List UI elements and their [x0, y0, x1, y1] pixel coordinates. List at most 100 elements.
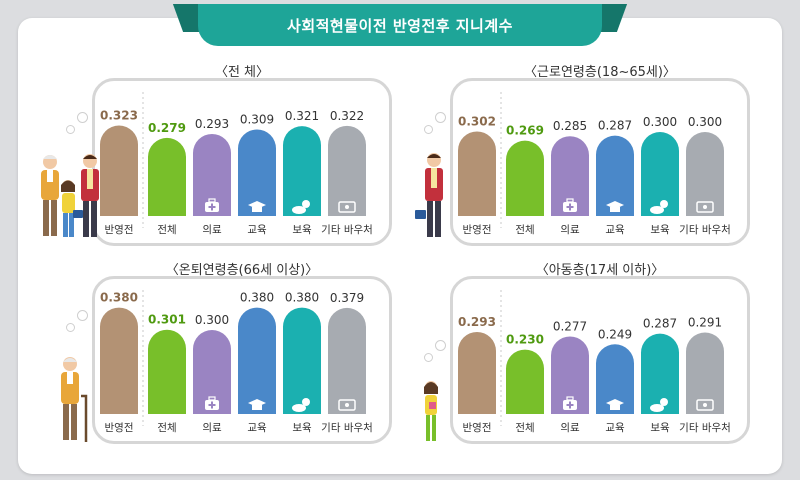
bar-base	[506, 195, 544, 216]
bar	[283, 307, 321, 414]
title-banner: 사회적현물이전 반영전후 지니계수	[172, 4, 628, 46]
bar	[100, 307, 138, 414]
value-label: 0.279	[148, 121, 186, 135]
thought-bubble	[66, 323, 75, 332]
value-label: 0.301	[148, 313, 186, 327]
child-figure	[61, 180, 75, 237]
baby-icon	[650, 398, 668, 412]
value-label: 0.287	[643, 317, 677, 331]
page-title: 사회적현물이전 반영전후 지니계수	[287, 16, 513, 35]
chart-total: 0.323 반영전 0.279 전체 0.293 의료 0.309 교육 0.321 보육 0.32…	[100, 92, 373, 236]
value-label: 0.300	[195, 313, 229, 327]
thought-bubble	[424, 353, 433, 362]
bar	[328, 307, 366, 414]
chart-working-age: 0.302 반영전 0.269 전체 0.285 의료 0.287 교육 0.300 보육 0.30…	[458, 92, 731, 236]
value-label: 0.300	[688, 115, 722, 129]
baby-icon	[292, 200, 310, 214]
bar	[238, 129, 276, 216]
value-label: 0.293	[195, 117, 229, 131]
category-label: 전체	[515, 422, 534, 434]
value-label: 0.321	[285, 109, 319, 123]
value-label: 0.230	[506, 333, 544, 347]
baby-icon	[650, 200, 668, 214]
value-label: 0.380	[240, 291, 274, 305]
category-label: 교육	[605, 224, 625, 236]
graduation-cap-icon	[606, 201, 624, 212]
category-label: 반영전	[105, 422, 134, 434]
bar	[283, 126, 321, 216]
category-label: 의료	[202, 224, 222, 236]
chart-elderly: 0.380 반영전 0.301 전체 0.300 의료 0.380 교육 0.380 보육 0.37…	[100, 290, 373, 434]
thought-bubble	[435, 340, 446, 351]
voucher-icon	[696, 399, 714, 411]
value-label: 0.293	[458, 315, 496, 329]
category-label: 보육	[292, 422, 312, 434]
thought-bubble	[66, 125, 75, 134]
value-label: 0.249	[598, 327, 632, 341]
bar-base	[148, 195, 186, 216]
bar-base	[100, 195, 138, 216]
category-label: 반영전	[463, 224, 492, 236]
medical-kit-icon	[205, 396, 219, 410]
medical-kit-icon	[205, 198, 219, 212]
medical-kit-icon	[563, 198, 577, 212]
panel-title-elderly: 〈온퇴연령층(66세 이상)〉	[165, 263, 319, 278]
value-label: 0.287	[598, 119, 632, 133]
worker-illustration	[415, 153, 443, 237]
category-label: 기타 바우처	[321, 422, 373, 434]
category-label: 보육	[292, 224, 312, 236]
grandfather-figure	[41, 155, 59, 236]
category-label: 의료	[560, 224, 580, 236]
category-label: 전체	[515, 224, 534, 236]
chart-children: 0.293 반영전 0.230 전체 0.277 의료 0.249 교육 0.287 보육 0.29…	[458, 290, 731, 434]
voucher-icon	[696, 201, 714, 213]
father-figure	[73, 154, 99, 237]
graduation-cap-icon	[248, 399, 266, 410]
category-label: 교육	[605, 422, 625, 434]
bar	[458, 131, 496, 216]
panel-title-working-age: 〈근로연령층(18~65세)〉	[524, 65, 676, 80]
category-label: 기타 바우처	[679, 224, 731, 236]
category-label: 교육	[247, 224, 267, 236]
value-label: 0.322	[330, 109, 364, 123]
bar	[100, 125, 138, 216]
thought-bubble	[424, 125, 433, 134]
category-label: 반영전	[463, 422, 492, 434]
bar-base	[100, 393, 138, 414]
category-label: 전체	[157, 422, 176, 434]
thought-bubble	[77, 112, 88, 123]
bar-base	[458, 393, 496, 414]
voucher-icon	[338, 201, 356, 213]
category-label: 반영전	[105, 224, 134, 236]
category-label: 보육	[650, 422, 670, 434]
category-label: 기타 바우처	[321, 224, 373, 236]
bar-base	[506, 393, 544, 414]
graduation-cap-icon	[606, 399, 624, 410]
family-illustration	[41, 154, 99, 237]
bar-base	[148, 393, 186, 414]
thought-bubble	[77, 310, 88, 321]
panel-title-children: 〈아동층(17세 이하)〉	[535, 263, 665, 278]
girl-illustration	[424, 381, 438, 441]
banner-main: 사회적현물이전 반영전후 지니계수	[198, 4, 602, 46]
elderly-illustration	[61, 357, 88, 442]
value-label: 0.309	[240, 112, 274, 126]
value-label: 0.285	[553, 119, 587, 133]
value-label: 0.380	[100, 291, 138, 305]
category-label: 기타 바우처	[679, 422, 731, 434]
category-label: 교육	[247, 422, 267, 434]
value-label: 0.269	[506, 124, 544, 138]
category-label: 의료	[560, 422, 580, 434]
value-label: 0.323	[100, 109, 138, 123]
thought-bubble	[435, 112, 446, 123]
category-label: 보육	[650, 224, 670, 236]
value-label: 0.277	[553, 319, 587, 333]
panel-title-total: 〈전 체〉	[214, 65, 270, 80]
value-label: 0.291	[688, 316, 722, 330]
bar	[148, 329, 186, 414]
bar-base	[458, 195, 496, 216]
category-label: 전체	[157, 224, 176, 236]
value-label: 0.380	[285, 291, 319, 305]
value-label: 0.300	[643, 115, 677, 129]
graduation-cap-icon	[248, 201, 266, 212]
